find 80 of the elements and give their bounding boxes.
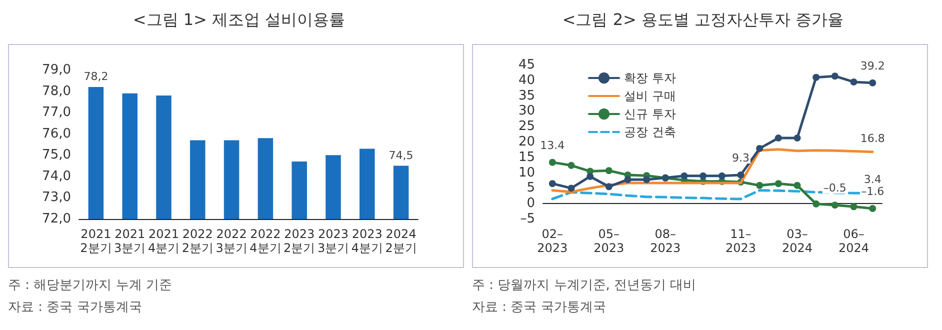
point [869,79,876,86]
point [548,158,556,166]
x-tick-label: 2021 2분기 [80,227,112,255]
data-label: 78,2 [84,70,108,84]
x-tick-label: 2022 2분기 [182,227,214,255]
point [774,134,782,142]
point [605,183,612,190]
text: 자료 : 중국 국가통계국 [472,299,606,316]
y-tick-label: 40 [518,72,535,88]
point [737,171,744,178]
x-tick-label: 11– 2023 [725,227,756,255]
point [568,184,575,192]
x-tick-label: 08– 2023 [650,227,681,255]
chart-title: <그림 1> 제조업 설비이용률 [132,10,346,31]
point [605,167,612,174]
y-tick-label: 76,0 [42,126,71,142]
point [869,205,876,212]
y-tick-label: 10 [518,165,535,180]
point [794,134,801,142]
y-tick-label: 35 [518,88,535,104]
x-tick-label: 2022 3분기 [216,227,248,255]
x-tick-label: 2023 4분기 [351,227,383,255]
point [700,172,707,180]
y-tick-label: 20 [518,134,535,150]
point [756,182,764,189]
x-tick-label: 2022 4분기 [250,227,282,255]
point [831,72,838,80]
y-tick-label: 5 [526,180,535,196]
x-tick-label: 05– 2023 [594,227,624,255]
x-tick-label: 2021 3분기 [114,227,146,255]
y-tick-label: 72,0 [42,212,71,226]
text: 자료 : 중국 국가통계국 [8,299,142,316]
data-label: 74,5 [388,148,414,162]
y-tick-label: 15 [518,150,535,165]
text: 주 : 해당분기까지 누계 기준 [8,277,172,294]
text: 주 : 당월까지 누계기준, 전년동기 대비 [472,277,696,294]
point [624,176,632,184]
data-label: –0.5 [823,182,846,195]
y-tick-label: 78,0 [42,84,71,99]
point [794,182,801,189]
y-tick-label: 45 [518,58,535,72]
legend-label: 확장 투자 [624,71,676,85]
x-tick-label: 03– 2024 [782,227,813,255]
legend-label: 신규 투자 [624,107,676,121]
data-label: 16.8 [860,132,885,145]
y-tick-label: 75,0 [42,148,71,163]
data-label: 13.4 [540,138,565,152]
x-tick-label: 2023 2분기 [284,227,316,255]
point [548,180,556,188]
legend-label: 공장 건축 [624,125,676,139]
y-tick-label: 74,0 [42,168,71,184]
point [718,172,726,180]
point [680,172,688,180]
y-tick-label: 77,0 [42,105,71,120]
x-tick-label: 2021 4분기 [148,227,180,255]
chart-title: <그림 2> 용도별 고정자산투자 증가율 [561,10,845,31]
point [812,74,820,81]
point [831,202,838,209]
point [812,200,820,208]
x-tick-label: 2023 3분기 [317,227,350,255]
y-tick-label: 73,0 [42,190,71,206]
data-label: 3.4 [864,173,882,186]
point [850,78,858,86]
data-label: 9.3 [732,151,750,164]
point [774,180,782,188]
x-tick-label: 06– 2024 [838,227,870,255]
x-tick-label: 2024 2분기 [385,227,417,255]
y-tick-label: 79,0 [42,62,71,78]
point [850,203,858,210]
x-tick-label: 02– 2023 [537,227,568,255]
point [568,162,575,169]
y-tick-label: 30 [518,104,535,119]
data-label: 39.2 [860,59,885,72]
y-tick-label: –5 [520,212,535,226]
point [643,176,650,184]
point [586,173,594,180]
y-tick-label: 0 [526,196,535,212]
y-tick-label: 25 [518,119,535,134]
point [756,144,764,152]
legend-label: 설비 구매 [624,89,676,103]
